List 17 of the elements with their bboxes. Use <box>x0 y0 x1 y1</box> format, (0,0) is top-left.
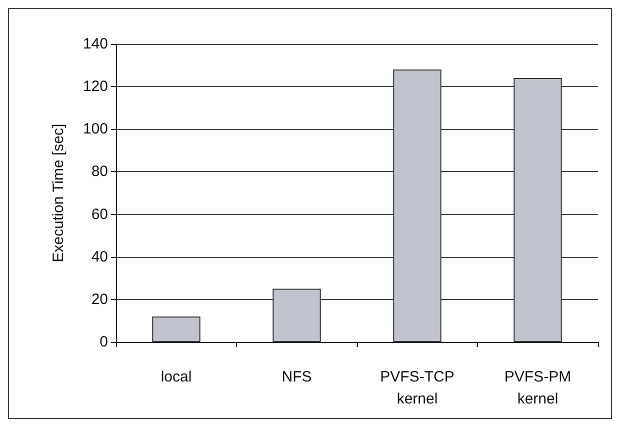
y-tick-label: 120 <box>82 78 108 96</box>
y-tick-label: 140 <box>82 36 108 52</box>
y-axis-title: Execution Time [sec] <box>50 124 67 262</box>
x-tick-label: PVFS-TCP kernel <box>380 368 454 408</box>
y-tick-label: 80 <box>91 163 108 180</box>
y-tick-label: 0 <box>100 334 108 350</box>
y-tick-label: 20 <box>91 290 108 308</box>
x-tick-label: PVFS-PM kernel <box>504 368 572 408</box>
x-tick-label: NFS <box>282 368 312 386</box>
y-tick-label: 40 <box>91 248 108 266</box>
y-tick-label: 100 <box>82 120 108 138</box>
bar <box>393 70 442 342</box>
bar <box>272 288 321 342</box>
bar <box>152 316 200 342</box>
x-tick-label: local <box>160 368 192 386</box>
bar <box>514 78 562 342</box>
y-tick-label: 60 <box>91 206 108 223</box>
